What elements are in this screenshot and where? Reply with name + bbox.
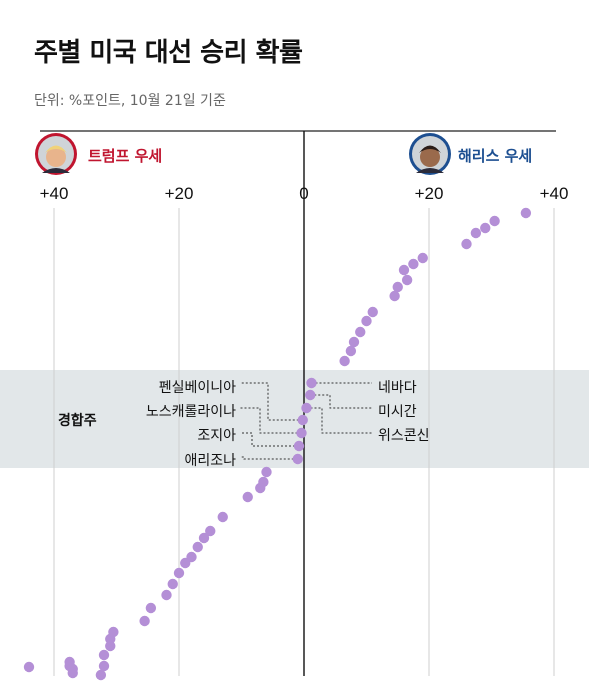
data-point [296,427,307,439]
data-point [161,589,172,601]
x-tick-label: +20 [415,184,444,203]
data-point [261,466,272,478]
label-connector [240,432,299,447]
data-point [401,274,413,286]
harris-side-label: 해리스 우세 [458,147,532,165]
data-point [461,238,472,250]
data-point [98,660,110,672]
data-point [192,541,203,553]
x-tick-label: +40 [540,184,569,203]
data-point [367,306,378,318]
data-point [301,402,312,414]
state-label: 위스콘신 [378,428,430,444]
data-point [345,345,357,357]
data-point [392,281,403,293]
data-point [105,640,116,652]
data-point [339,355,350,367]
x-tick-label: 0 [299,184,308,203]
data-point [64,660,75,672]
data-point [520,207,532,219]
battleground-band [0,370,589,468]
chart-title: 주별 미국 대선 승리 확률 [34,38,303,68]
data-point [205,525,216,537]
state-label: 노스캐롤라이나 [146,404,236,420]
data-point [139,615,150,627]
data-point [470,227,482,239]
x-tick-label: +40 [40,184,69,203]
label-connector [240,456,298,460]
harris-portrait-icon [409,133,451,175]
label-connector [306,407,372,434]
data-point [180,557,191,569]
data-point [480,222,491,234]
label-connector [240,407,302,434]
label-connector [310,394,372,409]
state-label: 펜실베이니아 [159,380,236,396]
data-point [355,326,366,338]
data-point [217,511,228,523]
data-point [398,264,410,276]
battleground-label: 경합주 [58,412,97,429]
data-point [489,215,500,227]
data-point [297,414,308,426]
data-point [348,336,360,348]
data-point [95,669,107,681]
data-point [198,532,210,544]
chart-subtitle: 단위: %포인트, 10월 21일 기준 [34,93,226,109]
trump-side-label: 트럼프 우세 [88,147,162,165]
data-point [417,252,428,264]
data-point [173,567,185,579]
data-point [293,440,305,452]
data-point [292,453,303,465]
state-label: 조지아 [197,428,236,444]
data-point [242,491,253,503]
data-point [361,315,372,327]
state-label: 미시간 [378,404,417,420]
state-label: 네바다 [378,380,417,396]
label-connector [240,382,303,421]
data-point [23,661,35,673]
data-point [306,377,317,389]
trump-portrait-icon [35,133,77,175]
data-point [305,389,316,401]
data-point [98,649,110,661]
x-tick-label: +20 [165,184,194,203]
data-point [167,578,178,590]
data-point [408,258,419,270]
data-point [145,602,157,614]
data-point [255,482,266,494]
state-label: 애리조나 [184,453,236,469]
data-point [389,290,400,302]
